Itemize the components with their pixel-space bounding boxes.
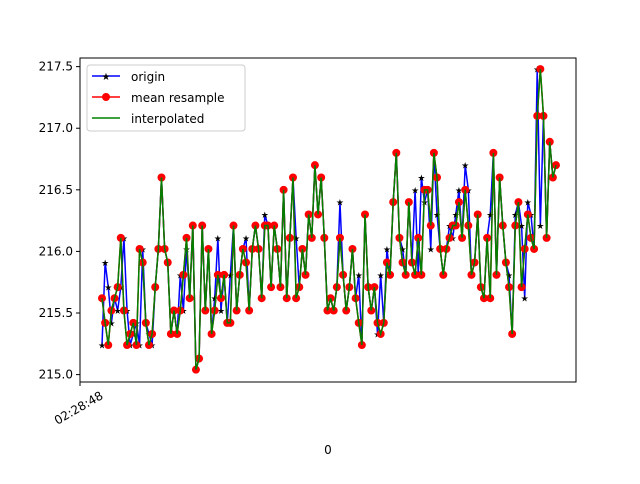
y-tick-label: 216.0 <box>39 244 73 258</box>
origin-point: ★ <box>399 245 407 255</box>
origin-point: ★ <box>211 295 219 305</box>
origin-point: ★ <box>427 245 435 255</box>
y-tick-label: 215.5 <box>39 306 73 320</box>
y-tick-label: 217.0 <box>39 121 73 135</box>
origin-point: ★ <box>104 284 112 294</box>
plot-layer: ★★★★★★★★★★★★★★★★★★★★★★★★★★★★★★★★★★★★★★★★… <box>98 65 560 376</box>
origin-point: ★ <box>292 234 300 244</box>
origin-point: ★ <box>98 342 106 352</box>
origin-point: ★ <box>486 211 494 221</box>
series-line-interpolated <box>101 69 557 370</box>
origin-point: ★ <box>107 319 115 329</box>
x-axis-label: 0 <box>324 443 332 457</box>
origin-point: ★ <box>518 222 526 232</box>
legend-label-interpolated: interpolated <box>131 112 204 126</box>
origin-point: ★ <box>433 211 441 221</box>
origin-point: ★ <box>217 307 225 317</box>
legend-label-origin: origin <box>131 70 165 84</box>
legend-label-mean-resample: mean resample <box>131 91 225 105</box>
origin-point: ★ <box>226 271 234 281</box>
origin-point: ★ <box>411 186 419 196</box>
origin-point: ★ <box>242 234 250 244</box>
origin-point: ★ <box>505 271 513 281</box>
y-tick-label: 216.5 <box>39 183 73 197</box>
axes-frame <box>79 57 577 383</box>
y-axis: 215.0 215.5 216.0 216.5 217.0 217.5 <box>39 60 80 382</box>
origin-point: ★ <box>114 307 122 317</box>
origin-point: ★ <box>536 222 544 232</box>
origin-point: ★ <box>417 174 425 184</box>
origin-point: ★ <box>101 259 109 269</box>
origin-point: ★ <box>336 199 344 209</box>
star-icon: ★ <box>102 72 111 83</box>
origin-point: ★ <box>261 211 269 221</box>
origin-point: ★ <box>521 295 529 305</box>
origin-point: ★ <box>214 234 222 244</box>
legend-box <box>86 64 246 132</box>
y-tick-label: 217.5 <box>39 60 73 74</box>
origin-point: ★ <box>383 245 391 255</box>
origin-point: ★ <box>511 211 519 221</box>
legend: ★ origin mean resample interpolated <box>86 64 246 132</box>
origin-point: ★ <box>355 271 363 281</box>
y-tick-label: 215.0 <box>39 368 73 382</box>
origin-point: ★ <box>524 199 532 209</box>
origin-point: ★ <box>455 186 463 196</box>
origin-point: ★ <box>377 271 385 281</box>
origin-point: ★ <box>452 211 460 221</box>
circle-icon <box>102 93 110 101</box>
origin-point: ★ <box>461 162 469 172</box>
